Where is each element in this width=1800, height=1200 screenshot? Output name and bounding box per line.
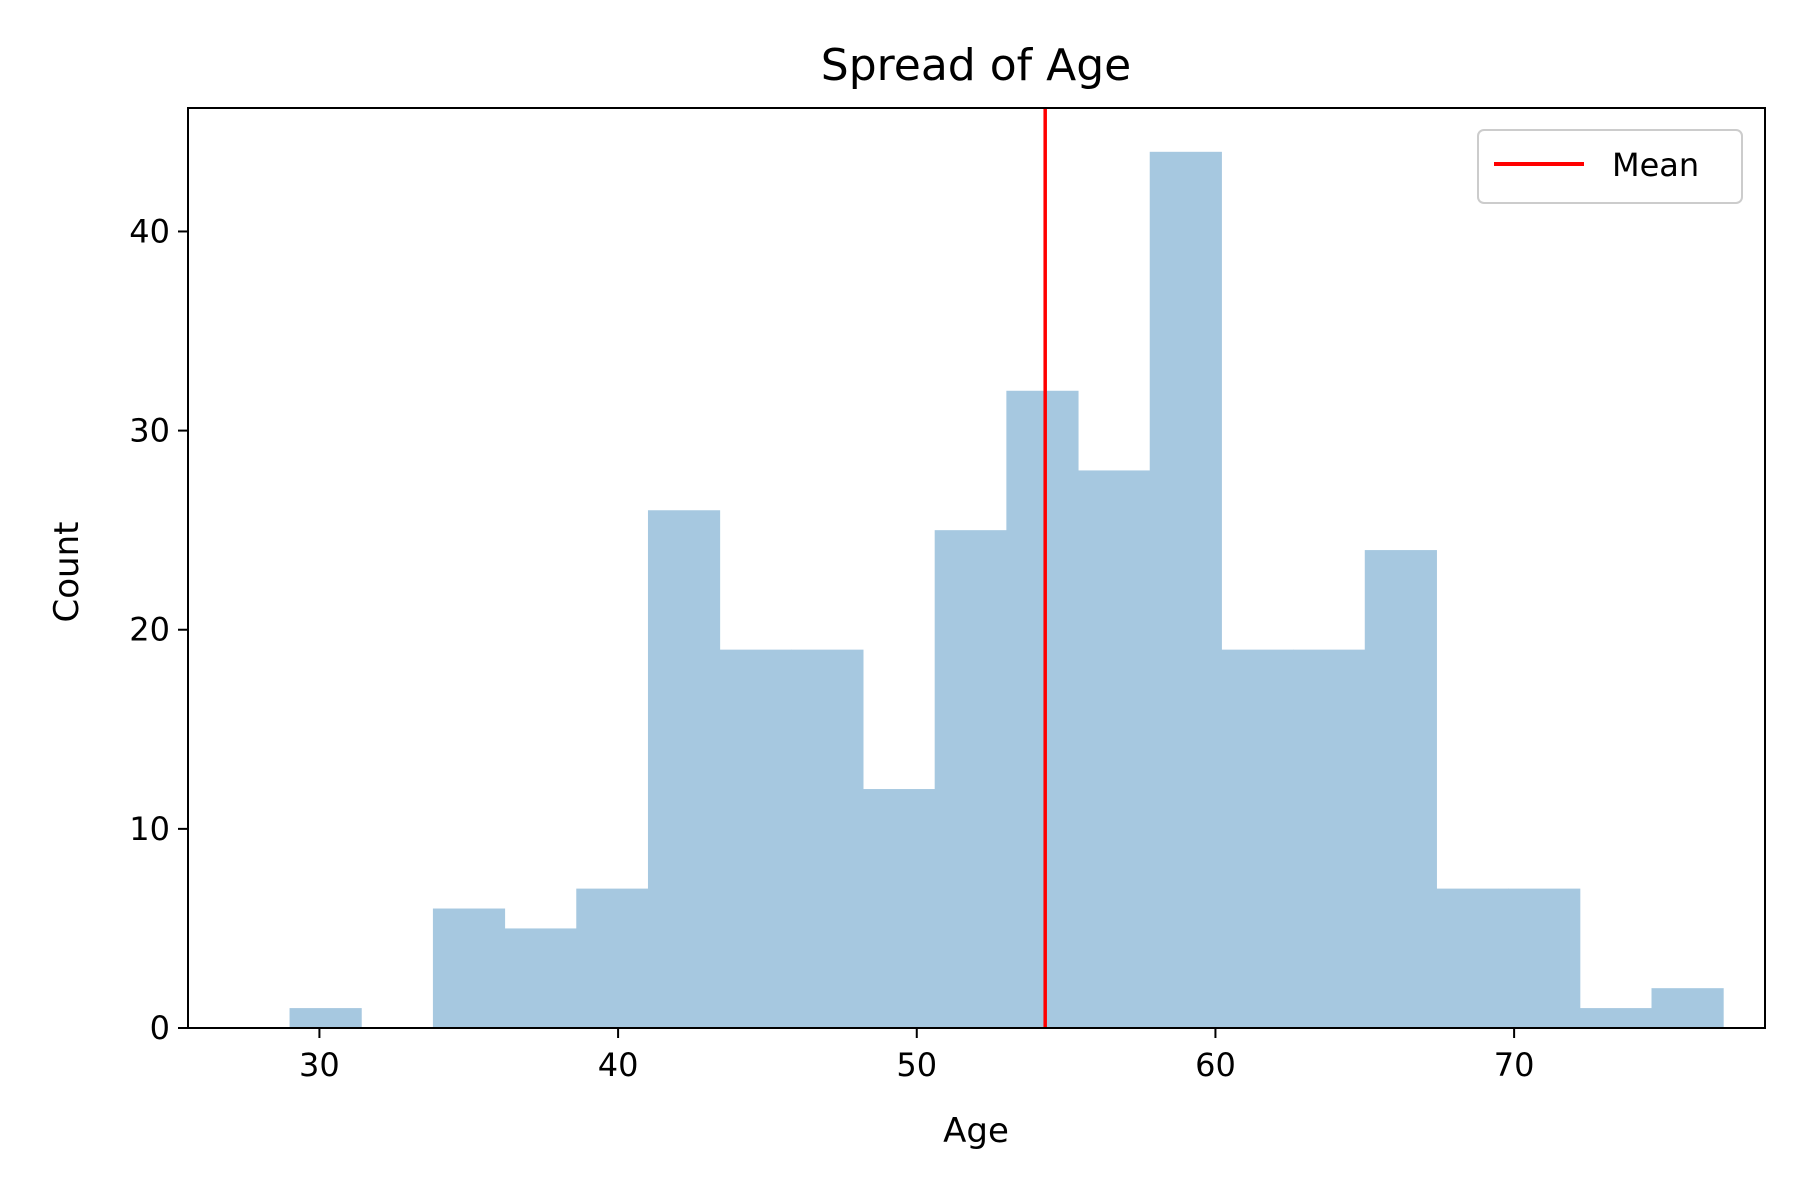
histogram-bar bbox=[1651, 988, 1724, 1028]
legend-mean-label: Mean bbox=[1612, 146, 1699, 184]
legend-box bbox=[1477, 129, 1743, 204]
histogram-bars bbox=[289, 151, 1724, 1029]
y-tick-label: 0 bbox=[150, 1009, 170, 1047]
y-axis-ticks: 0 10 20 30 40 bbox=[129, 212, 188, 1047]
histogram-bar bbox=[1293, 649, 1366, 1028]
y-axis-label: Count bbox=[47, 522, 87, 623]
histogram-bar bbox=[432, 908, 506, 1028]
x-axis-label: Age bbox=[943, 1111, 1009, 1151]
x-tick-label: 30 bbox=[299, 1046, 340, 1084]
y-tick-label: 40 bbox=[129, 212, 170, 250]
histogram-bar bbox=[1078, 470, 1151, 1028]
y-tick-label: 10 bbox=[129, 810, 170, 848]
histogram-bar bbox=[504, 928, 577, 1028]
y-tick-label: 30 bbox=[129, 412, 170, 450]
histogram-bar bbox=[1436, 888, 1509, 1028]
x-tick-label: 60 bbox=[1195, 1046, 1236, 1084]
x-tick-label: 40 bbox=[598, 1046, 639, 1084]
x-tick-label: 50 bbox=[896, 1046, 937, 1084]
histogram-bar bbox=[934, 530, 1007, 1028]
histogram-bar bbox=[647, 510, 721, 1028]
histogram-bar bbox=[791, 649, 864, 1028]
histogram-bar bbox=[1006, 390, 1079, 1028]
x-axis-ticks: 30 40 50 60 70 bbox=[299, 1028, 1534, 1084]
histogram-bar bbox=[719, 649, 792, 1028]
histogram-bar bbox=[1508, 888, 1581, 1028]
histogram-bar bbox=[1364, 550, 1437, 1028]
histogram-bar bbox=[1579, 1008, 1653, 1028]
x-tick-label: 70 bbox=[1494, 1046, 1535, 1084]
histogram-bar bbox=[1221, 649, 1294, 1028]
plot-frame bbox=[187, 107, 1766, 1029]
histogram-bar bbox=[576, 888, 649, 1028]
histogram-bar bbox=[289, 1008, 362, 1028]
histogram-bar bbox=[863, 789, 936, 1028]
histogram-bar bbox=[1149, 151, 1222, 1029]
legend: Mean bbox=[1477, 129, 1743, 204]
y-tick-label: 20 bbox=[129, 611, 170, 649]
chart-title: Spread of Age bbox=[821, 40, 1131, 91]
